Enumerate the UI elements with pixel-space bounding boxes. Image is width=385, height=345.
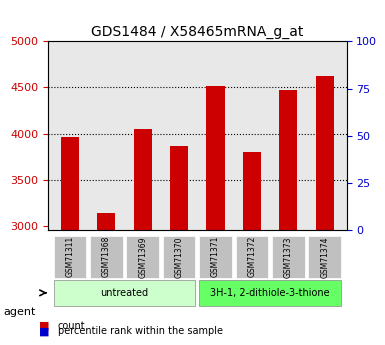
- FancyBboxPatch shape: [90, 236, 123, 278]
- FancyBboxPatch shape: [236, 236, 268, 278]
- Text: agent: agent: [4, 307, 36, 317]
- FancyBboxPatch shape: [54, 236, 86, 278]
- FancyBboxPatch shape: [126, 236, 159, 278]
- Text: percentile rank within the sample: percentile rank within the sample: [58, 326, 223, 336]
- Text: untreated: untreated: [100, 288, 149, 298]
- Text: 3H-1, 2-dithiole-3-thione: 3H-1, 2-dithiole-3-thione: [210, 288, 330, 298]
- Bar: [97, 213, 116, 230]
- Text: count: count: [58, 321, 85, 331]
- Text: GSM71371: GSM71371: [211, 236, 220, 277]
- FancyBboxPatch shape: [54, 280, 196, 306]
- Text: GSM71369: GSM71369: [138, 236, 147, 277]
- Title: GDS1484 / X58465mRNA_g_at: GDS1484 / X58465mRNA_g_at: [91, 25, 303, 39]
- Text: GSM71373: GSM71373: [284, 236, 293, 277]
- FancyBboxPatch shape: [272, 236, 305, 278]
- Bar: [206, 86, 224, 230]
- Text: GSM71311: GSM71311: [65, 236, 74, 277]
- Bar: [61, 137, 79, 230]
- Text: GSM71368: GSM71368: [102, 236, 111, 277]
- FancyBboxPatch shape: [199, 236, 232, 278]
- Bar: [279, 90, 297, 230]
- Text: ■: ■: [38, 321, 49, 331]
- FancyBboxPatch shape: [308, 236, 341, 278]
- Bar: [170, 146, 188, 230]
- Text: ■: ■: [38, 326, 49, 336]
- Text: GSM71370: GSM71370: [175, 236, 184, 277]
- Text: GSM71374: GSM71374: [320, 236, 329, 277]
- FancyBboxPatch shape: [199, 280, 341, 306]
- Bar: [134, 129, 152, 230]
- FancyBboxPatch shape: [163, 236, 196, 278]
- Text: GSM71372: GSM71372: [248, 236, 256, 277]
- Bar: [316, 76, 334, 230]
- Bar: [243, 152, 261, 230]
